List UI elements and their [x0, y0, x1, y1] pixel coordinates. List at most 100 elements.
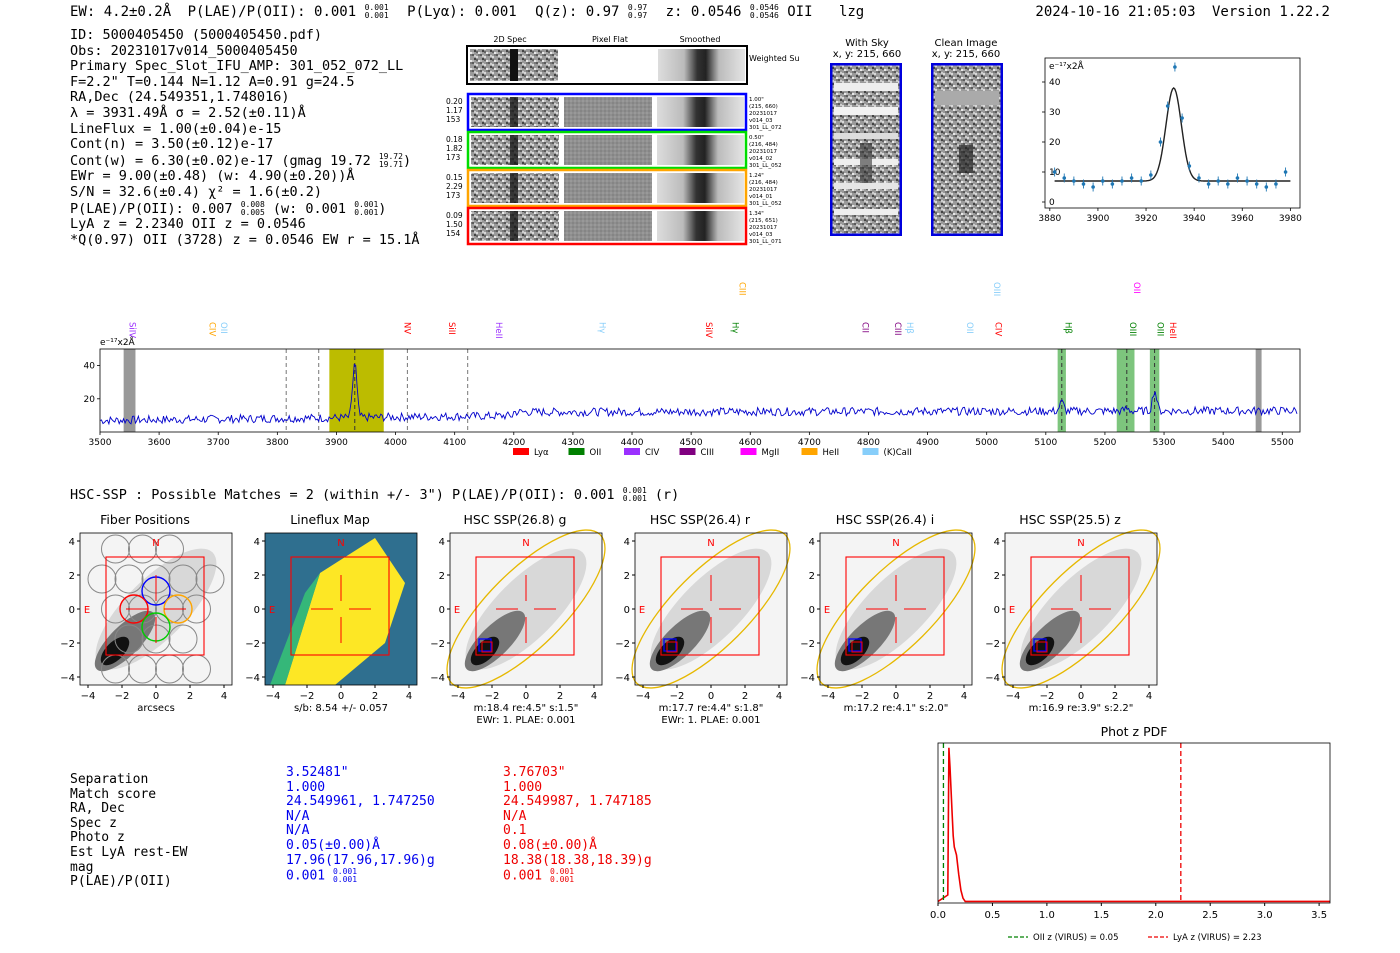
label-match-score: Match score [70, 786, 157, 802]
fit-data-point [1254, 182, 1259, 186]
panel-xtick: −4 [81, 691, 96, 702]
spec-line-label: SiIV [703, 322, 713, 338]
north-label: N [707, 538, 714, 549]
spec-cutout-panel: 2D Spec Pixel Flat Smoothed Weighted Sum… [446, 35, 800, 246]
timestamp: 2024-10-16 21:05:03 [1035, 4, 1196, 20]
fiber-circle [114, 564, 144, 594]
detection-info: ID: 5000405450 (5000405450.pdf) Obs: 202… [70, 27, 420, 248]
panel-title: HSC SSP(26.8) g [463, 512, 567, 527]
blue-radec: 24.549961, 1.747250 [286, 794, 435, 810]
fit-xtick-label: 3920 [1135, 214, 1158, 224]
spec-xtick-label: 4600 [739, 438, 762, 448]
spectrum-frame [99, 348, 1301, 433]
spec-xtick-label: 3900 [325, 438, 348, 448]
blue-separation: 3.52481" [286, 765, 349, 780]
spec-line-label: Hγ [730, 322, 740, 333]
fit-data-point [1274, 182, 1278, 186]
legend-swatch [801, 448, 818, 455]
fit-data-point [1197, 176, 1201, 180]
fit-data-point [1072, 179, 1076, 183]
fiber-row-right-3-0: 1.34" [749, 211, 764, 217]
fit-data-point [1110, 182, 1115, 186]
spec-xtick-label: 4100 [443, 438, 466, 448]
spec-line-label: OIII [1127, 322, 1137, 336]
spec-line-label: HeII [493, 322, 503, 339]
fit-data-point [1081, 182, 1086, 186]
info-plae: P(LAE)/P(OII): 0.007 0.008 0.005 (w: 0.00… [70, 199, 387, 217]
image-panel-1: Lineflux Map N E 4 2 0 −2 −4 −4 −2 0 2 4 s/b: 8.54 +/… [235, 510, 425, 725]
east-label: E [824, 605, 830, 616]
hsc-header-sup: 0.001 [622, 486, 647, 495]
panel-xtick: −4 [821, 691, 836, 702]
fiber-circle [155, 534, 184, 564]
counterpart-blue [478, 638, 492, 652]
panel-xtick: −2 [1040, 691, 1055, 702]
panel-ytick: 2 [439, 571, 445, 582]
spec-ytick-label: 40 [84, 362, 96, 372]
spec-xtick-label: 4900 [916, 438, 939, 448]
red-spec-z: N/A [503, 808, 527, 824]
east-label: E [1009, 605, 1015, 616]
version: Version 1.22.2 [1211, 4, 1330, 20]
spec-ytick-label: 20 [84, 395, 96, 405]
panel-xtick: 4 [1146, 691, 1152, 702]
search-box [660, 556, 760, 656]
fit-model-curve [1054, 87, 1291, 182]
fit-data-point [1206, 182, 1211, 186]
info-plae-w-sub: 0.001 [354, 207, 379, 217]
fiber-row-left-0-1: 1.17 [446, 106, 463, 115]
label-est-ew: Est LyA rest-EW [70, 844, 188, 860]
spec-xtick-label: 4000 [384, 438, 407, 448]
fit-data-point [1226, 182, 1230, 186]
panel-ytick: −4 [430, 673, 445, 684]
fiber-circle [128, 534, 157, 564]
panel-xtick: 4 [591, 691, 597, 702]
search-box [105, 556, 205, 656]
spec-line-label: CII [860, 322, 870, 333]
fiber-row-right-0-4: 301_LL_072 [749, 125, 782, 131]
spec-xtick-label: 3600 [148, 438, 171, 448]
image-panel-5: HSC SSP(25.5) z N E 4 2 0 −2 −4 −4 −2 0 2 4 m:16.9 re… [975, 510, 1165, 725]
photz-xtick: 3.0 [1257, 910, 1273, 921]
hsc-header: HSC-SSP : Possible Matches = 2 (within +… [70, 486, 680, 504]
blue-plae: 0.001 0.001 0.001 [286, 867, 358, 885]
bad-region [1255, 349, 1262, 432]
legend-label: OII [590, 448, 602, 458]
search-box [1030, 556, 1130, 656]
spec-line-label: Hβ [1062, 322, 1072, 334]
info-obs: Obs: 20231017v014_5000405450 [70, 42, 298, 59]
panel-ytick: 0 [439, 605, 445, 616]
fit-data-point [1158, 140, 1163, 144]
fiber-row-right-3-3: v014_03 [749, 232, 773, 238]
fit-data-point [1100, 179, 1105, 183]
spec-xtick-label: 4400 [621, 438, 644, 448]
fit-data-point [1052, 170, 1057, 174]
fiber-row-right-1-4: 301_LL_052 [749, 163, 782, 169]
counterpart-blue [1033, 638, 1047, 652]
panel-caption-1: m:16.9 re:3.9" s:2.2" [1029, 703, 1134, 714]
red-plae-sup: 0.001 [549, 867, 575, 877]
match-labels: Separation Match score RA, Dec Spec z Ph… [70, 772, 188, 890]
oii-solution-band [1116, 349, 1135, 432]
panel-caption-1: arcsecs [137, 703, 175, 714]
fiber-row-left-3-2: 154 [446, 229, 461, 238]
panel-ytick: −4 [800, 673, 815, 684]
clean-title-block: Clean Image x, y: 215, 660 [928, 38, 1004, 60]
info-sn: S/N = 32.6(±0.4) χ² = 1.6(±0.2) [70, 183, 322, 200]
fiber-row-right-0-1: (215, 660) [749, 104, 778, 110]
legend-swatch [740, 448, 757, 455]
panel-xtick: 2 [742, 691, 748, 702]
label-spec-z: Spec z [70, 815, 117, 831]
fiber-row-left-1-0: 0.18 [446, 135, 463, 144]
blue-spec-z: N/A [286, 808, 310, 824]
col-title-2dspec: 2D Spec [493, 35, 526, 44]
header-z-sup: 0.0546 [749, 3, 779, 12]
panel-ytick: −2 [985, 639, 1000, 650]
photz-xtick: 2.0 [1148, 910, 1164, 921]
label-mag: mag [70, 859, 94, 875]
header-z: z: 0.0546 [665, 4, 750, 20]
info-fparams: F=2.2" T=0.144 N=1.12 A=0.91 g=24.5 [70, 73, 355, 90]
label-radec: RA, Dec [70, 801, 125, 817]
match-blue-column: 3.52481" 1.000 24.549961, 1.747250 N/A N… [286, 765, 435, 885]
oii-solution-band [1057, 349, 1066, 432]
